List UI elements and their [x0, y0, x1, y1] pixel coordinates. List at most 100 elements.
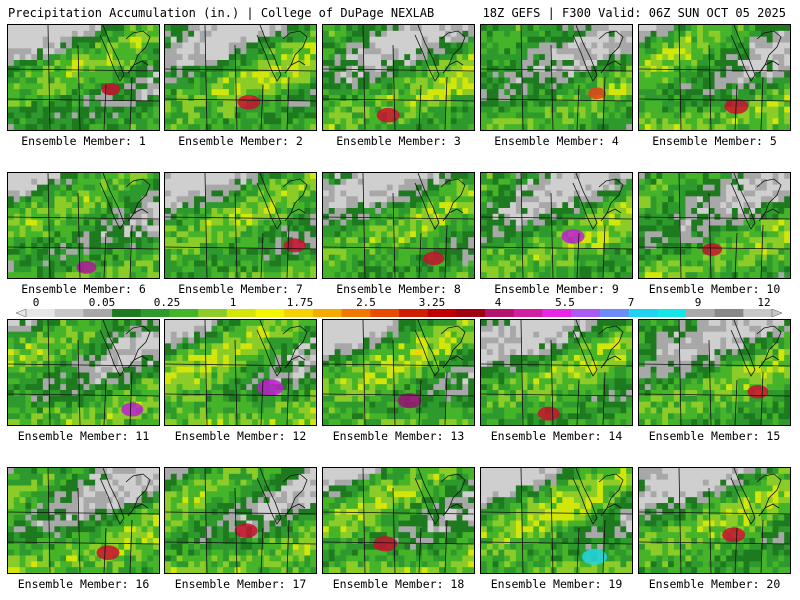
precip-field — [8, 173, 159, 278]
precip-field — [165, 173, 316, 278]
ensemble-panel-4: Ensemble Member: 4 — [480, 24, 633, 156]
ensemble-panel-8: Ensemble Member: 8 — [322, 172, 475, 304]
precip-map — [480, 172, 633, 279]
ensemble-panel-18: Ensemble Member: 18 — [322, 467, 475, 599]
panel-caption: Ensemble Member: 8 — [336, 282, 461, 296]
colorbar-tick-label: 4 — [494, 296, 502, 309]
ensemble-panel-17: Ensemble Member: 17 — [164, 467, 317, 599]
ensemble-panel-1: Ensemble Member: 1 — [7, 24, 160, 156]
colorbar-swatch — [26, 309, 56, 317]
precip-map — [7, 172, 160, 279]
colorbar-swatch — [456, 309, 486, 317]
panel-caption: Ensemble Member: 20 — [648, 577, 781, 591]
ensemble-panel-6: Ensemble Member: 6 — [7, 172, 160, 304]
colorbar-swatch — [112, 309, 142, 317]
precip-field — [639, 25, 790, 130]
precip-field — [165, 25, 316, 130]
panel-caption: Ensemble Member: 12 — [174, 429, 307, 443]
precip-field — [481, 468, 632, 573]
precip-map — [480, 319, 633, 426]
colorbar-swatch — [255, 309, 285, 317]
precip-map — [638, 467, 791, 574]
colorbar-swatch — [599, 309, 630, 317]
colorbar-swatch — [370, 309, 400, 317]
panel-row-1: Ensemble Member: 1 Ensemble Member: 2 En… — [7, 24, 797, 156]
colorbar-swatch — [226, 309, 257, 317]
panel-caption: Ensemble Member: 13 — [332, 429, 465, 443]
precip-map — [164, 319, 317, 426]
ensemble-panel-3: Ensemble Member: 3 — [322, 24, 475, 156]
colorbar-tick-label: 12 — [757, 296, 771, 309]
colorbar-strip — [16, 309, 782, 317]
precip-map — [480, 24, 633, 131]
colorbar-tick-label: 9 — [694, 296, 702, 309]
ensemble-panel-7: Ensemble Member: 7 — [164, 172, 317, 304]
colorbar-swatch — [284, 309, 314, 317]
precip-field — [481, 320, 632, 425]
colorbar-swatch — [571, 309, 601, 317]
precip-field — [481, 25, 632, 130]
precip-map — [638, 319, 791, 426]
ensemble-panel-20: Ensemble Member: 20 — [638, 467, 791, 599]
precip-field — [8, 468, 159, 573]
precip-field — [323, 320, 474, 425]
panel-caption: Ensemble Member: 11 — [17, 429, 150, 443]
panel-caption: Ensemble Member: 18 — [332, 577, 465, 591]
precip-field — [639, 468, 790, 573]
colorbar-tick-label: 1 — [229, 296, 237, 309]
colorbar-swatch — [341, 309, 371, 317]
precip-field — [323, 25, 474, 130]
run-valid-time: 18Z GEFS | F300 Valid: 06Z SUN OCT 05 20… — [482, 6, 786, 20]
colorbar-legend: 0 0.05 0.25 1 1.75 2.5 3.25 4 5.5 7 9 12 — [0, 296, 800, 318]
panel-row-2: Ensemble Member: 6 Ensemble Member: 7 En… — [7, 172, 797, 304]
precip-map — [164, 467, 317, 574]
colorbar-swatch — [312, 309, 343, 317]
colorbar-swatch — [513, 309, 543, 317]
colorbar-tick-label: 2.5 — [356, 296, 376, 309]
ensemble-panel-2: Ensemble Member: 2 — [164, 24, 317, 156]
colorbar-tick-label: 0 — [32, 296, 40, 309]
precip-field — [8, 25, 159, 130]
panel-row-4: Ensemble Member: 16 Ensemble Member: 17 … — [7, 467, 797, 599]
precip-map — [164, 172, 317, 279]
colorbar-swatch — [743, 309, 773, 317]
colorbar-tick-label: 0.25 — [153, 296, 181, 309]
precip-field — [8, 320, 159, 425]
panel-caption: Ensemble Member: 7 — [178, 282, 303, 296]
colorbar-swatch — [83, 309, 113, 317]
precip-field — [323, 468, 474, 573]
panel-caption: Ensemble Member: 17 — [174, 577, 307, 591]
precip-map — [322, 24, 475, 131]
colorbar-tick-label: 5.5 — [555, 296, 575, 309]
precip-map — [322, 319, 475, 426]
panel-caption: Ensemble Member: 9 — [494, 282, 619, 296]
ensemble-panel-19: Ensemble Member: 19 — [480, 467, 633, 599]
ensemble-panel-15: Ensemble Member: 15 — [638, 319, 791, 451]
precip-field — [323, 173, 474, 278]
ensemble-panel-5: Ensemble Member: 5 — [638, 24, 791, 156]
colorbar-swatch — [399, 309, 429, 317]
precip-map — [322, 172, 475, 279]
panel-caption: Ensemble Member: 14 — [490, 429, 623, 443]
precip-map — [7, 467, 160, 574]
precip-field — [639, 320, 790, 425]
colorbar-tick-label: 7 — [627, 296, 635, 309]
panel-caption: Ensemble Member: 15 — [648, 429, 781, 443]
panel-row-3: Ensemble Member: 11 Ensemble Member: 12 … — [7, 319, 797, 451]
panel-caption: Ensemble Member: 16 — [17, 577, 150, 591]
colorbar-swatch — [427, 309, 457, 317]
colorbar-tick-label: 3.25 — [418, 296, 446, 309]
panel-caption: Ensemble Member: 6 — [21, 282, 146, 296]
precip-field — [481, 173, 632, 278]
precip-field — [165, 468, 316, 573]
colorbar-swatch — [657, 309, 687, 317]
colorbar-swatch — [198, 309, 228, 317]
ensemble-panel-9: Ensemble Member: 9 — [480, 172, 633, 304]
colorbar-tick-label: 1.75 — [286, 296, 314, 309]
map-title: Precipitation Accumulation (in.) | Colle… — [8, 6, 435, 20]
colorbar-swatch — [485, 309, 515, 317]
precip-map — [7, 24, 160, 131]
precip-field — [639, 173, 790, 278]
ensemble-panel-10: Ensemble Member: 10 — [638, 172, 791, 304]
colorbar-swatch — [140, 309, 170, 317]
